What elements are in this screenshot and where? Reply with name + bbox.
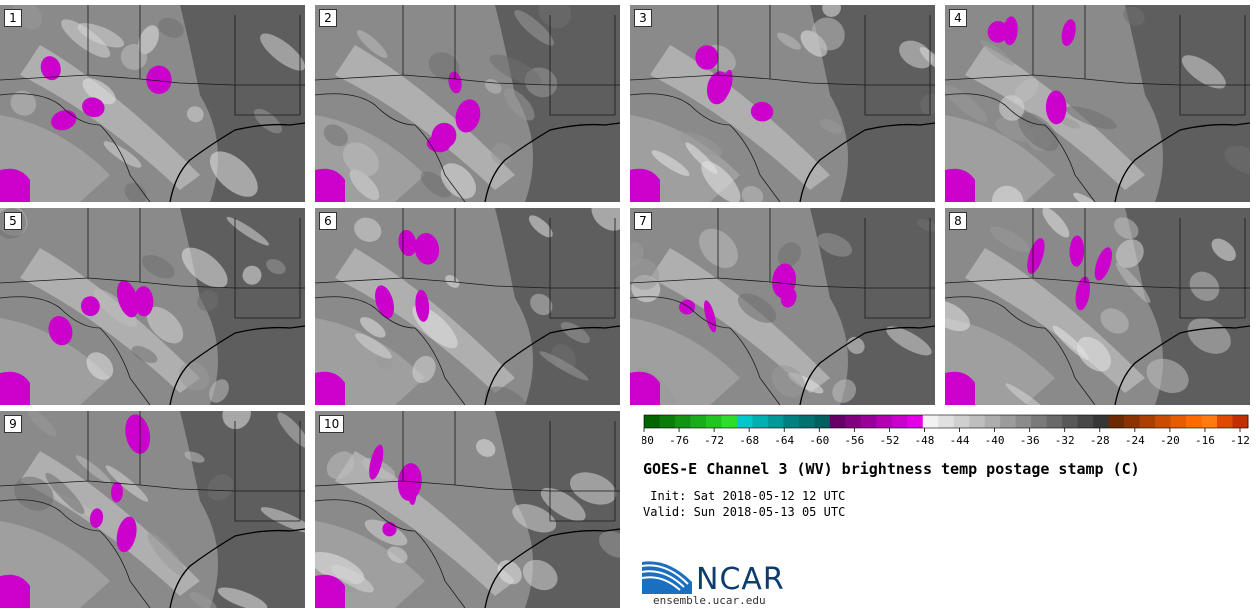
- forecast-panel: 10: [315, 411, 620, 608]
- valid-time: Valid: Sun 2018-05-13 05 UTC: [643, 505, 846, 519]
- colorbar-tick-label: -76: [669, 434, 689, 447]
- forecast-panel: 8: [945, 208, 1250, 405]
- colorbar-swatch: [798, 415, 815, 428]
- colorbar-swatch: [783, 415, 800, 428]
- forecast-panel: 3: [630, 5, 935, 202]
- colorbar-swatch: [1139, 415, 1156, 428]
- colorbar-tick-label: -32: [1055, 434, 1075, 447]
- colorbar-swatch: [1217, 415, 1234, 428]
- colorbar-swatch: [1015, 415, 1032, 428]
- panel-label: 4: [949, 9, 967, 27]
- colorbar-tick-label: -60: [809, 434, 829, 447]
- satellite-map: [0, 411, 305, 608]
- site-url: ensemble.ucar.edu: [653, 594, 766, 607]
- panel-label: 9: [4, 415, 22, 433]
- ncar-wordmark: NCAR: [696, 562, 785, 597]
- colorbar-swatch: [736, 415, 753, 428]
- figure-title: GOES-E Channel 3 (WV) brightness temp po…: [643, 460, 1140, 478]
- colorbar-swatch: [1077, 415, 1094, 428]
- colorbar-swatch: [659, 415, 676, 428]
- panel-label: 1: [4, 9, 22, 27]
- ncar-logo-icon: [642, 554, 694, 594]
- panel-label: 6: [319, 212, 337, 230]
- colorbar-swatch: [814, 415, 831, 428]
- panel-label: 10: [319, 415, 345, 433]
- colorbar-swatch: [1186, 415, 1203, 428]
- forecast-panel: 7: [630, 208, 935, 405]
- satellite-map: [315, 411, 620, 608]
- colorbar-swatch: [767, 415, 784, 428]
- colorbar-tick-label: -12: [1230, 434, 1250, 447]
- colorbar-tick-label: -72: [704, 434, 724, 447]
- colorbar-tick-label: -48: [915, 434, 935, 447]
- panel-label: 7: [634, 212, 652, 230]
- colorbar-swatch: [1170, 415, 1187, 428]
- satellite-map: [945, 5, 1250, 202]
- colorbar-swatch: [1062, 415, 1079, 428]
- colorbar-swatch: [1108, 415, 1125, 428]
- satellite-map: [630, 208, 935, 405]
- colorbar-swatch: [845, 415, 862, 428]
- colorbar-tick-label: -80: [642, 434, 654, 447]
- colorbar-swatch: [1201, 415, 1218, 428]
- colorbar-tick-label: -52: [879, 434, 899, 447]
- colorbar-swatch: [953, 415, 970, 428]
- colorbar-swatch: [1093, 415, 1110, 428]
- colorbar-tick-label: -20: [1160, 434, 1180, 447]
- colorbar-swatch: [891, 415, 908, 428]
- colorbar-swatch: [907, 415, 924, 428]
- colorbar-swatch: [1232, 415, 1249, 428]
- colorbar-tick-label: -24: [1125, 434, 1145, 447]
- colorbar: -80 -76 -72 -68 -64 -60 -56 -52 -48 -44 -40 -36 -32 -…: [642, 414, 1250, 447]
- forecast-panel: 6: [315, 208, 620, 405]
- colorbar-swatch: [860, 415, 877, 428]
- colorbar-swatch: [721, 415, 738, 428]
- colorbar-tick-label: -56: [844, 434, 864, 447]
- forecast-panel: 2: [315, 5, 620, 202]
- satellite-map: [630, 5, 935, 202]
- satellite-map: [945, 208, 1250, 405]
- satellite-map: [0, 5, 305, 202]
- panel-label: 5: [4, 212, 22, 230]
- colorbar-swatch: [674, 415, 691, 428]
- colorbar-swatch: [1031, 415, 1048, 428]
- colorbar-tick-label: -36: [1020, 434, 1040, 447]
- colorbar-tick-label: -16: [1195, 434, 1215, 447]
- colorbar-swatch: [1124, 415, 1141, 428]
- colorbar-swatch: [752, 415, 769, 428]
- satellite-map: [0, 208, 305, 405]
- colorbar-swatch: [1155, 415, 1172, 428]
- colorbar-swatch: [969, 415, 986, 428]
- colorbar-swatch: [705, 415, 722, 428]
- colorbar-swatch: [938, 415, 955, 428]
- forecast-panel: 4: [945, 5, 1250, 202]
- colorbar-swatch: [690, 415, 707, 428]
- colorbar-frame: [643, 414, 1249, 429]
- colorbar-swatch: [876, 415, 893, 428]
- colorbar-tick-label: -28: [1090, 434, 1110, 447]
- panel-label: 3: [634, 9, 652, 27]
- forecast-panel: 9: [0, 411, 305, 608]
- colorbar-swatch: [984, 415, 1001, 428]
- colorbar-swatch: [829, 415, 846, 428]
- satellite-map: [315, 208, 620, 405]
- colorbar-tick-label: -68: [739, 434, 759, 447]
- colorbar-tick-label: -64: [774, 434, 794, 447]
- colorbar-swatch: [644, 415, 660, 428]
- colorbar-tick-label: -44: [950, 434, 970, 447]
- colorbar-tick-label: -40: [985, 434, 1005, 447]
- colorbar-swatch: [1000, 415, 1017, 428]
- init-time: Init: Sat 2018-05-12 12 UTC: [643, 489, 846, 503]
- colorbar-swatch: [922, 415, 939, 428]
- panel-label: 2: [319, 9, 337, 27]
- colorbar-swatch: [1046, 415, 1063, 428]
- forecast-panel: 5: [0, 208, 305, 405]
- panel-label: 8: [949, 212, 967, 230]
- forecast-panel: 1: [0, 5, 305, 202]
- satellite-map: [315, 5, 620, 202]
